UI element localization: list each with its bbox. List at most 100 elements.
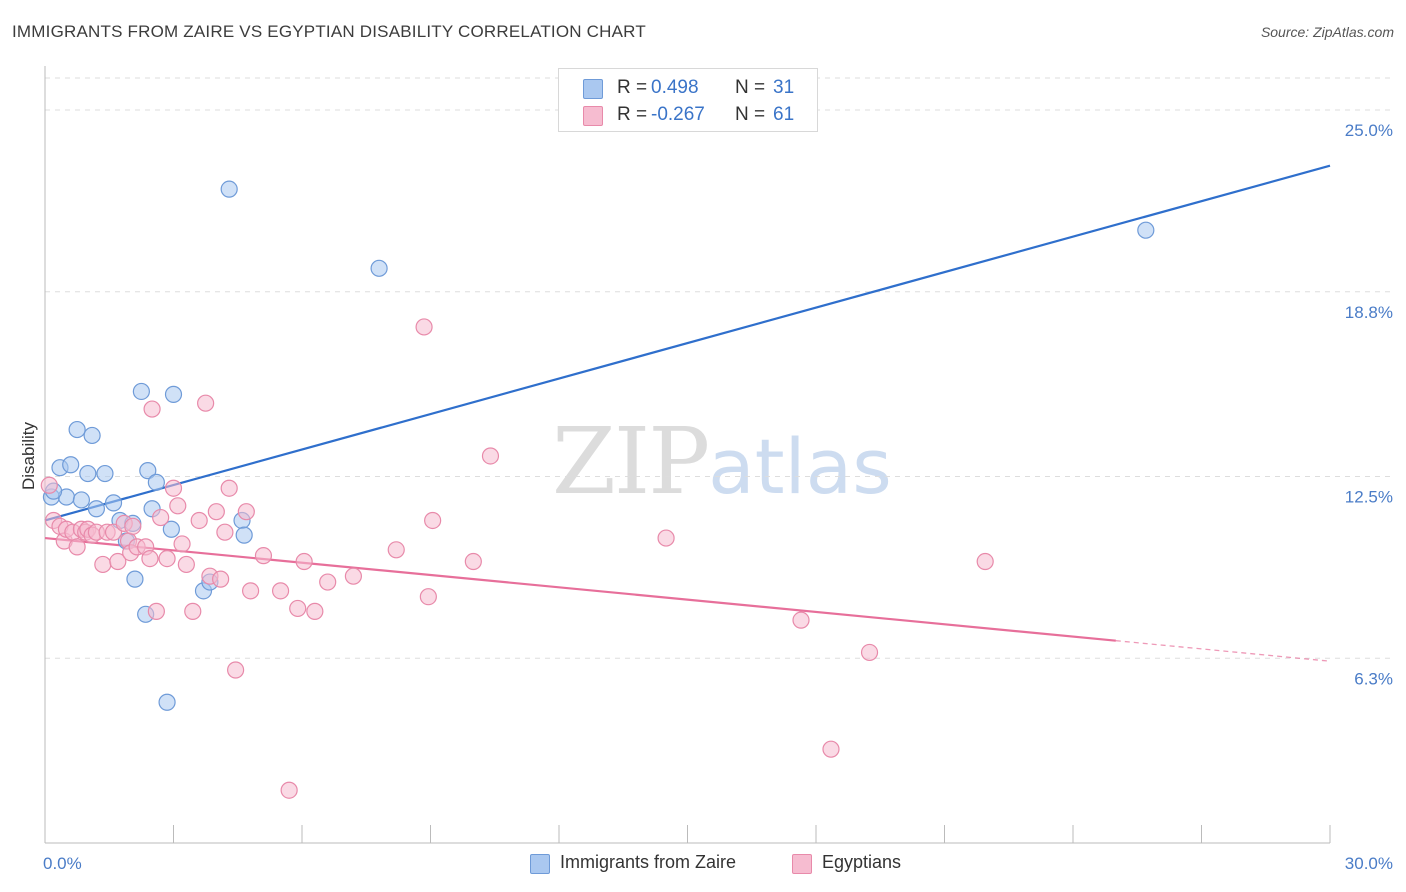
egyptians-point (792, 611, 810, 629)
zaire-swatch (530, 854, 550, 874)
egyptians-point (271, 582, 290, 600)
egyptians-point (295, 552, 313, 571)
source-credit: Source: ZipAtlas.com (1260, 24, 1394, 40)
zaire-point (147, 473, 165, 491)
egyptians-point (657, 529, 675, 547)
series-legend: Immigrants from Zaire Egyptians (0, 851, 1406, 877)
trend-line-1 (44, 536, 1116, 642)
y-tick-label: 25.0% (1345, 121, 1393, 140)
egyptians-point (197, 394, 215, 412)
trend-line-0 (44, 164, 1331, 522)
x-tick-label-max: 30.0% (1345, 854, 1393, 873)
egyptians-swatch (583, 106, 603, 126)
watermark-atlas: atlas (708, 422, 892, 511)
zaire-point (370, 259, 388, 277)
egyptians-point (976, 552, 994, 571)
egyptians-point (237, 503, 255, 521)
watermark: ZIPatlas (552, 408, 892, 515)
egyptians-point (344, 567, 362, 585)
egyptians-point (860, 643, 879, 662)
y-tick-label: 18.8% (1345, 303, 1393, 322)
r-value: 0.498 (651, 77, 699, 98)
zaire-point (87, 500, 106, 518)
egyptians-point (387, 541, 405, 559)
egyptians-swatch (792, 854, 812, 874)
egyptians-point (220, 479, 238, 497)
egyptians-point (242, 582, 260, 600)
zaire-point (68, 420, 86, 439)
n-value: 31 (773, 77, 795, 98)
axes (44, 66, 1331, 844)
data-points (40, 180, 1155, 799)
egyptians-point (124, 517, 142, 535)
zaire-point (83, 426, 101, 445)
zaire-point (132, 382, 150, 401)
y-tick-label: 6.3% (1354, 669, 1393, 688)
zaire-swatch (583, 79, 603, 99)
egyptians-point (306, 602, 324, 620)
correlation-legend: R = 0.498 N = 31 R = -0.267 N = 61 (558, 68, 818, 132)
egyptians-point (141, 549, 159, 568)
legend-label: Egyptians (822, 852, 902, 872)
y-axis-label: Disability (19, 421, 38, 490)
egyptians-point (464, 552, 482, 571)
egyptians-point (424, 511, 442, 530)
legend-label: Immigrants from Zaire (560, 852, 737, 872)
chart-title: IMMIGRANTS FROM ZAIRE VS EGYPTIAN DISABI… (12, 22, 646, 41)
zaire-point (139, 462, 157, 480)
zaire-point (220, 180, 238, 198)
tick-labels: 6.3% 12.5% 18.8% 25.0% 0.0% 30.0% (43, 121, 1393, 873)
r-label: R = (617, 104, 648, 125)
zaire-point (104, 494, 123, 512)
egyptians-point (822, 740, 840, 758)
egyptians-point (227, 661, 245, 679)
x-tick-label-min: 0.0% (43, 854, 82, 873)
egyptians-point (94, 555, 112, 574)
zaire-point (96, 464, 114, 483)
n-label: N = (735, 77, 766, 98)
n-label: N = (735, 104, 766, 125)
egyptians-point (147, 602, 165, 620)
zaire-point (1137, 221, 1155, 239)
n-value: 61 (773, 104, 795, 125)
egyptians-point (212, 570, 230, 588)
legend-row-egyptians: R = -0.267 N = 61 (559, 102, 817, 128)
egyptians-point (190, 511, 208, 530)
zaire-point (235, 526, 253, 544)
egyptians-point (143, 400, 161, 418)
watermark-zip: ZIP (552, 408, 710, 515)
egyptians-point (152, 508, 170, 527)
zaire-point (126, 570, 144, 588)
egyptians-point (207, 503, 225, 521)
egyptians-point (177, 555, 195, 574)
grid-lines (45, 77, 1390, 659)
zaire-point (62, 456, 80, 474)
egyptians-point (415, 318, 433, 336)
r-label: R = (617, 77, 648, 98)
r-value: -0.267 (651, 104, 705, 125)
zaire-point (72, 491, 91, 509)
egyptians-point (173, 535, 191, 553)
egyptians-point (169, 497, 187, 515)
egyptians-point (481, 447, 500, 465)
egyptians-point (68, 538, 86, 556)
zaire-point (162, 520, 180, 538)
egyptians-point (109, 552, 127, 571)
egyptians-point (419, 588, 437, 606)
egyptians-point (319, 573, 337, 591)
y-tick-label: 12.5% (1345, 487, 1393, 506)
egyptians-point (289, 599, 307, 618)
trend-lines (44, 164, 1331, 662)
egyptians-point (254, 547, 273, 565)
egyptians-point (184, 602, 202, 620)
egyptians-point (40, 476, 58, 494)
egyptians-point (216, 523, 234, 541)
egyptians-point (280, 781, 298, 799)
egyptians-point (158, 549, 176, 568)
legend-row-zaire: R = 0.498 N = 31 (559, 75, 817, 101)
zaire-point (158, 693, 176, 711)
zaire-point (79, 464, 97, 483)
zaire-point (164, 385, 183, 403)
egyptians-point (164, 479, 183, 497)
